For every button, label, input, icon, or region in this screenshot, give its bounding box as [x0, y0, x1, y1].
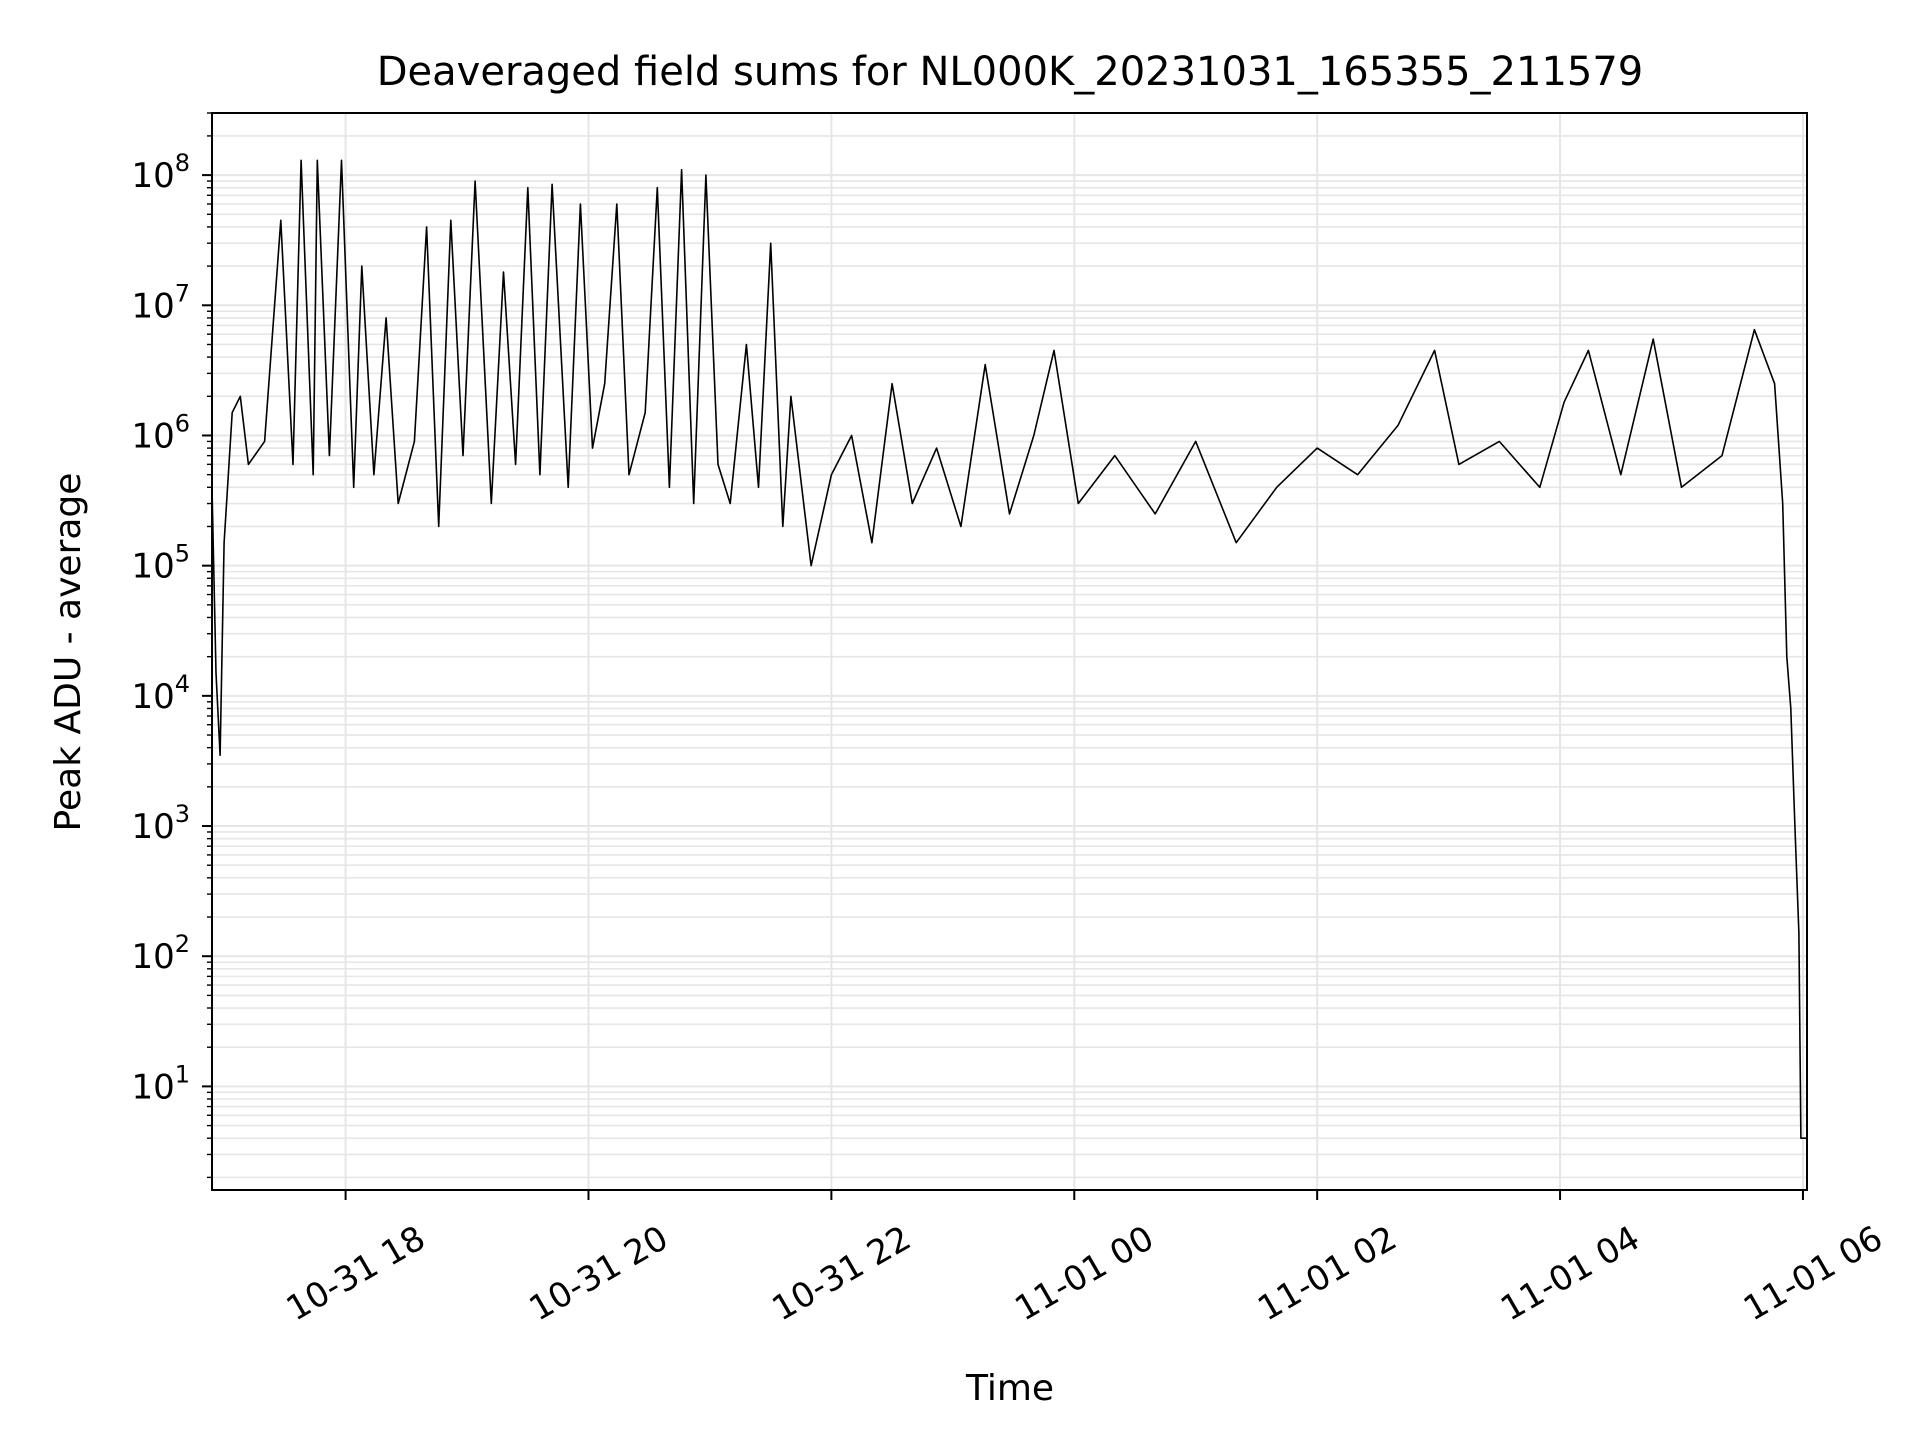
y-tick-label: 103	[131, 800, 190, 847]
grid	[212, 112, 1807, 1190]
y-tick-label: 104	[131, 670, 190, 717]
series-layer	[211, 159, 1807, 1139]
chart-title: Deaveraged field sums for NL000K_2023103…	[377, 49, 1643, 95]
y-tick-label: 102	[131, 930, 190, 977]
y-tick-label: 105	[131, 540, 190, 587]
x-axis-label: Time	[965, 1368, 1054, 1409]
plot-frame	[211, 112, 1808, 1191]
y-tick-label: 106	[131, 409, 190, 456]
y-axis-label: Peak ADU - average	[48, 473, 89, 832]
y-tick-label: 101	[131, 1060, 190, 1107]
y-tick-label: 107	[131, 279, 190, 326]
y-tick-label: 108	[131, 149, 190, 196]
series-line	[211, 159, 1807, 1139]
